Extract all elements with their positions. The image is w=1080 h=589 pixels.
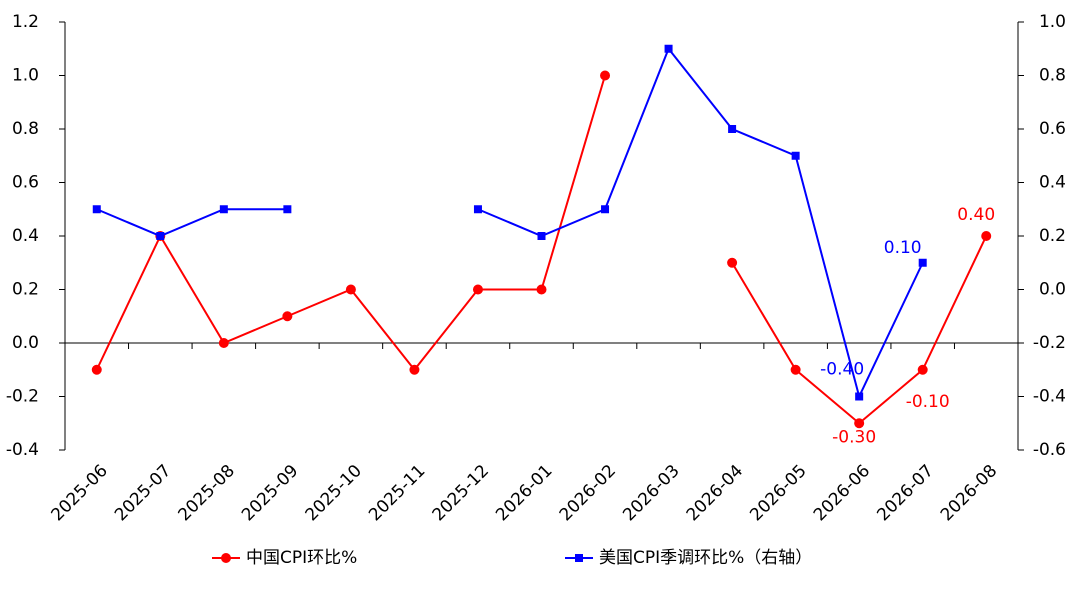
marker bbox=[791, 151, 800, 160]
marker bbox=[473, 205, 482, 214]
marker bbox=[790, 364, 801, 375]
y2-tick-label: -0.6 bbox=[1033, 440, 1066, 460]
x-tick-label: 2025-08 bbox=[175, 461, 239, 525]
x-tick-label: 2026-01 bbox=[492, 461, 556, 525]
data-label: 0.10 bbox=[884, 238, 922, 258]
y-tick-label: -0.2 bbox=[6, 387, 39, 407]
y2-tick-label: 0.8 bbox=[1039, 66, 1066, 86]
data-label: -0.10 bbox=[906, 392, 950, 412]
y2-tick-label: 0.4 bbox=[1039, 173, 1066, 193]
y-tick-label: 1.0 bbox=[12, 66, 39, 86]
x-tick-label: 2025-10 bbox=[302, 461, 366, 525]
y-tick-label: 0.2 bbox=[12, 280, 39, 300]
marker bbox=[472, 284, 483, 295]
marker bbox=[918, 258, 927, 267]
data-label: 0.40 bbox=[957, 205, 995, 225]
y-tick-label: 0.6 bbox=[12, 173, 39, 193]
y-tick-label: 0.0 bbox=[12, 333, 39, 353]
x-tick-label: 2025-11 bbox=[365, 461, 429, 525]
y-tick-label: 1.2 bbox=[12, 12, 39, 32]
marker bbox=[409, 364, 420, 375]
marker bbox=[218, 338, 229, 348]
y2-tick-label: 1.0 bbox=[1039, 12, 1066, 32]
marker bbox=[854, 418, 865, 429]
y2-tick-label: -0.4 bbox=[1033, 387, 1066, 407]
marker bbox=[727, 257, 738, 268]
marker bbox=[917, 364, 928, 375]
marker bbox=[92, 205, 101, 214]
marker bbox=[664, 44, 673, 53]
x-tick-label: 2025-07 bbox=[111, 461, 175, 525]
marker bbox=[855, 392, 864, 401]
x-tick-label: 2026-08 bbox=[937, 461, 1001, 525]
y2-tick-label: -0.2 bbox=[1033, 333, 1066, 353]
legend-marker bbox=[575, 554, 583, 562]
marker bbox=[600, 70, 611, 81]
y-tick-label: 0.8 bbox=[12, 119, 39, 139]
legend-label: 中国CPI环比% bbox=[246, 548, 357, 568]
series-line bbox=[96, 46, 924, 400]
legend-marker bbox=[221, 553, 231, 563]
x-tick-label: 2025-12 bbox=[429, 461, 493, 525]
y2-tick-label: 0.2 bbox=[1039, 226, 1066, 246]
marker bbox=[282, 311, 293, 322]
y-tick-label: 0.4 bbox=[12, 226, 39, 246]
x-tick-label: 2026-02 bbox=[556, 461, 620, 525]
marker bbox=[283, 205, 292, 214]
x-tick-label: 2025-09 bbox=[238, 461, 302, 525]
x-tick-label: 2026-05 bbox=[746, 461, 810, 525]
legend-label: 美国CPI季调环比%（右轴） bbox=[599, 548, 812, 568]
data-label: -0.40 bbox=[820, 360, 864, 380]
x-tick-label: 2025-06 bbox=[47, 461, 111, 525]
x-tick-label: 2026-06 bbox=[810, 461, 874, 525]
marker bbox=[537, 232, 546, 240]
marker bbox=[981, 231, 992, 241]
x-tick-label: 2026-07 bbox=[873, 461, 937, 525]
marker bbox=[345, 284, 356, 295]
marker bbox=[156, 232, 165, 240]
x-tick-label: 2026-03 bbox=[619, 461, 683, 525]
marker bbox=[601, 205, 610, 214]
data-label: -0.30 bbox=[832, 427, 876, 447]
marker bbox=[91, 364, 102, 375]
marker bbox=[728, 125, 737, 133]
x-tick-label: 2026-04 bbox=[683, 461, 747, 525]
marker bbox=[536, 284, 547, 295]
y-tick-label: -0.4 bbox=[6, 440, 39, 460]
y2-tick-label: 0.0 bbox=[1039, 280, 1066, 300]
y2-tick-label: 0.6 bbox=[1039, 119, 1066, 139]
marker bbox=[219, 205, 228, 214]
